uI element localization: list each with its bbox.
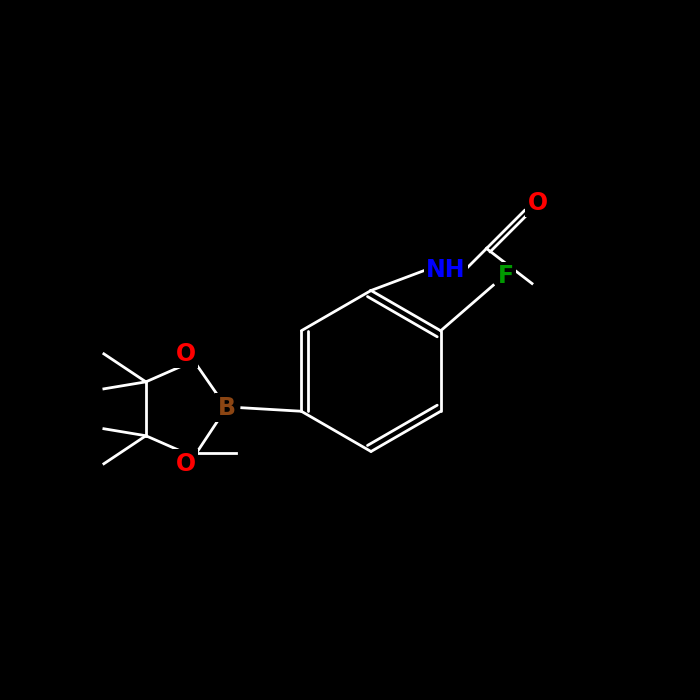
Text: O: O bbox=[176, 342, 196, 366]
Text: O: O bbox=[528, 191, 547, 215]
Text: O: O bbox=[176, 452, 196, 476]
Text: B: B bbox=[218, 395, 235, 420]
Text: F: F bbox=[498, 264, 514, 288]
Text: NH: NH bbox=[426, 258, 466, 281]
